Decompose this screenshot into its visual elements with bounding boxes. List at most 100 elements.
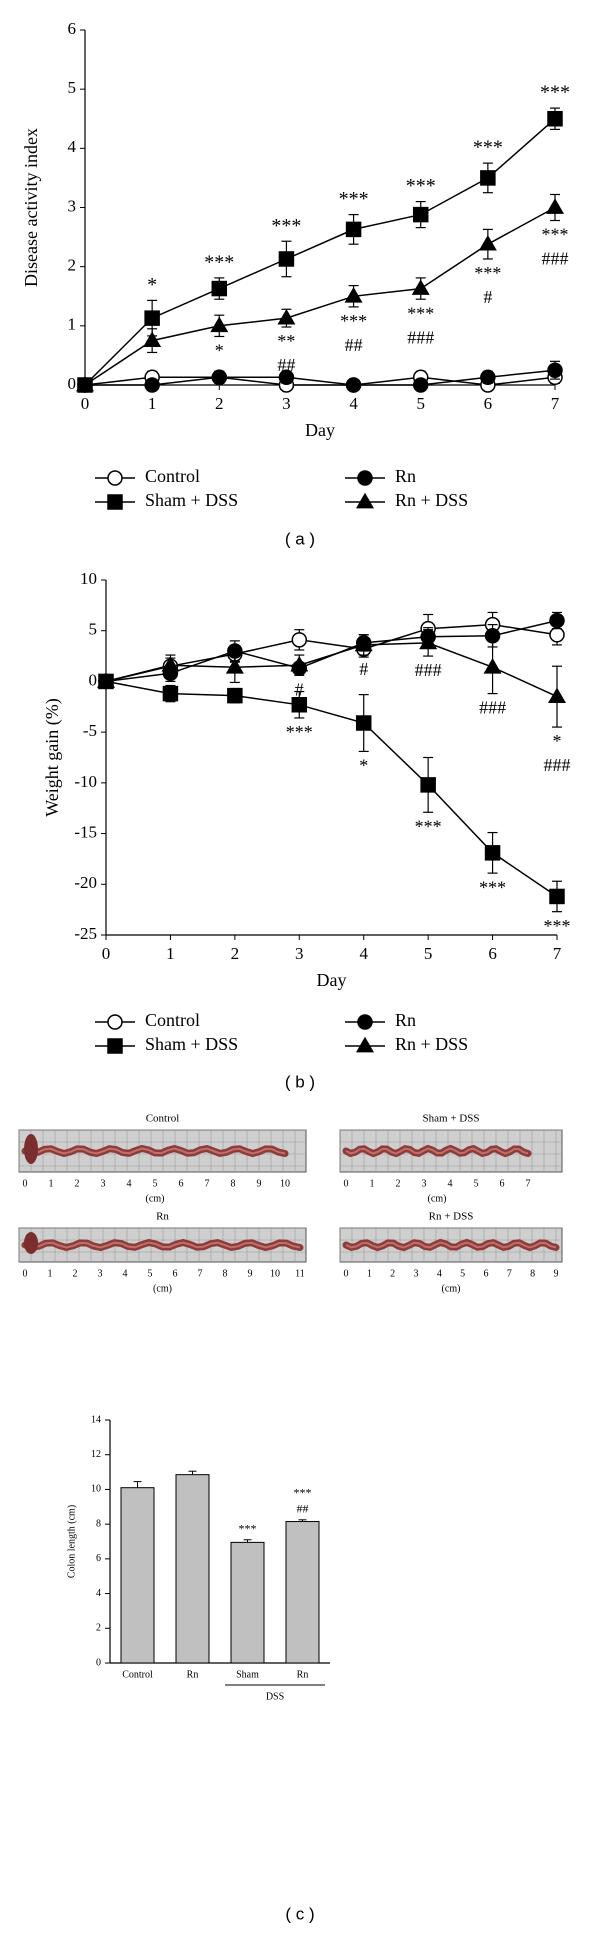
significance-label: ***: [286, 722, 313, 742]
marker: [547, 687, 567, 703]
significance-label: ***: [406, 175, 436, 197]
x-tick-label: Sham: [236, 1669, 259, 1680]
ruler-unit: (cm): [153, 1283, 172, 1294]
marker: [355, 1036, 375, 1053]
ruler-label: 5: [474, 1178, 479, 1189]
photo-title: Rn: [156, 1211, 169, 1223]
marker: [162, 685, 179, 702]
significance-label: #: [359, 659, 368, 679]
y-tick-label: 4: [96, 1588, 101, 1599]
marker: [545, 198, 565, 214]
y-tick-label: 1: [68, 315, 77, 334]
marker: [483, 658, 502, 674]
x-tick-label: 5: [416, 394, 425, 413]
marker: [225, 658, 244, 674]
bar: [120, 1487, 155, 1664]
marker: [278, 251, 295, 267]
marker: [277, 308, 296, 325]
significance-label: ###: [415, 660, 442, 680]
photo-title: Control: [146, 1113, 180, 1125]
marker: [484, 845, 501, 861]
marker: [144, 377, 160, 393]
marker: [549, 888, 565, 905]
y-axis-label: Disease activity index: [21, 128, 41, 287]
marker: [355, 492, 375, 509]
marker: [107, 494, 123, 510]
x-tick-label: 0: [81, 394, 90, 413]
y-tick-label: -10: [74, 772, 97, 791]
legend-label: Sham + DSS: [145, 1034, 238, 1054]
marker: [411, 279, 430, 295]
x-tick-label: 2: [215, 394, 224, 413]
y-tick-label: 0: [89, 670, 98, 689]
marker: [107, 1014, 123, 1030]
ruler-label: 0: [23, 1178, 28, 1189]
series-line: [105, 680, 558, 898]
ruler-label: 6: [173, 1268, 178, 1279]
significance-label: ###: [479, 698, 506, 718]
ruler-unit: (cm): [146, 1193, 165, 1204]
ruler-label: 10: [270, 1268, 280, 1279]
marker: [480, 170, 496, 186]
colon-highlight: [24, 1241, 301, 1249]
marker: [419, 633, 438, 650]
x-axis-label: Day: [305, 420, 335, 440]
ruler-label: 7: [205, 1178, 210, 1189]
significance-label: ***: [339, 188, 369, 210]
ruler-label: 8: [231, 1178, 236, 1189]
significance-label: ###: [407, 327, 434, 347]
marker: [355, 715, 372, 731]
ruler-label: 11: [295, 1268, 305, 1279]
marker: [420, 777, 436, 793]
ruler-label: 4: [127, 1178, 132, 1189]
ruler-label: 10: [280, 1178, 290, 1189]
x-tick-label: Rn: [187, 1669, 199, 1680]
y-tick-label: 12: [91, 1449, 101, 1460]
marker: [143, 331, 162, 347]
marker: [412, 206, 429, 223]
ruler-label: 8: [530, 1268, 535, 1279]
panel-label: ( a ): [285, 529, 315, 548]
series-line: [84, 118, 556, 386]
significance-label: *: [553, 731, 562, 751]
y-tick-label: 10: [80, 569, 97, 588]
significance-label: ##: [297, 1502, 309, 1516]
y-tick-label: 5: [68, 78, 77, 97]
marker: [547, 362, 563, 378]
ruler-label: 7: [198, 1268, 203, 1279]
bar: [175, 1474, 210, 1664]
ruler-label: 2: [390, 1268, 395, 1279]
x-tick-label: 3: [295, 944, 304, 963]
photo-title: Rn + DSS: [429, 1211, 474, 1223]
legend-label: Sham + DSS: [145, 490, 238, 510]
ruler-label: 0: [344, 1268, 349, 1279]
ruler-unit: (cm): [442, 1283, 461, 1294]
series-line: [105, 623, 558, 683]
marker: [412, 377, 429, 393]
y-tick-label: 0: [96, 1657, 101, 1668]
bar: [230, 1541, 265, 1664]
ruler-label: 2: [73, 1268, 78, 1279]
ruler-label: 4: [437, 1268, 442, 1279]
x-tick-label: 7: [551, 394, 560, 413]
significance-label: ***: [204, 252, 234, 274]
colon-end: [24, 1134, 38, 1164]
marker: [278, 369, 295, 386]
ruler-label: 0: [344, 1178, 349, 1189]
ruler-label: 3: [422, 1178, 427, 1189]
x-tick-label: 4: [359, 944, 368, 963]
y-tick-label: 3: [68, 196, 77, 215]
group-label: DSS: [266, 1691, 284, 1702]
x-axis-label: Day: [317, 970, 347, 990]
marker: [210, 316, 229, 333]
ruler-label: 0: [23, 1268, 28, 1279]
marker: [211, 280, 228, 297]
photo-title: Sham + DSS: [423, 1113, 480, 1125]
ruler-label: 3: [414, 1268, 419, 1279]
marker: [291, 697, 308, 713]
marker: [357, 1014, 373, 1030]
x-tick-label: 5: [424, 944, 433, 963]
y-axis-label: Colon length (cm): [66, 1505, 77, 1578]
series-line: [84, 206, 556, 386]
